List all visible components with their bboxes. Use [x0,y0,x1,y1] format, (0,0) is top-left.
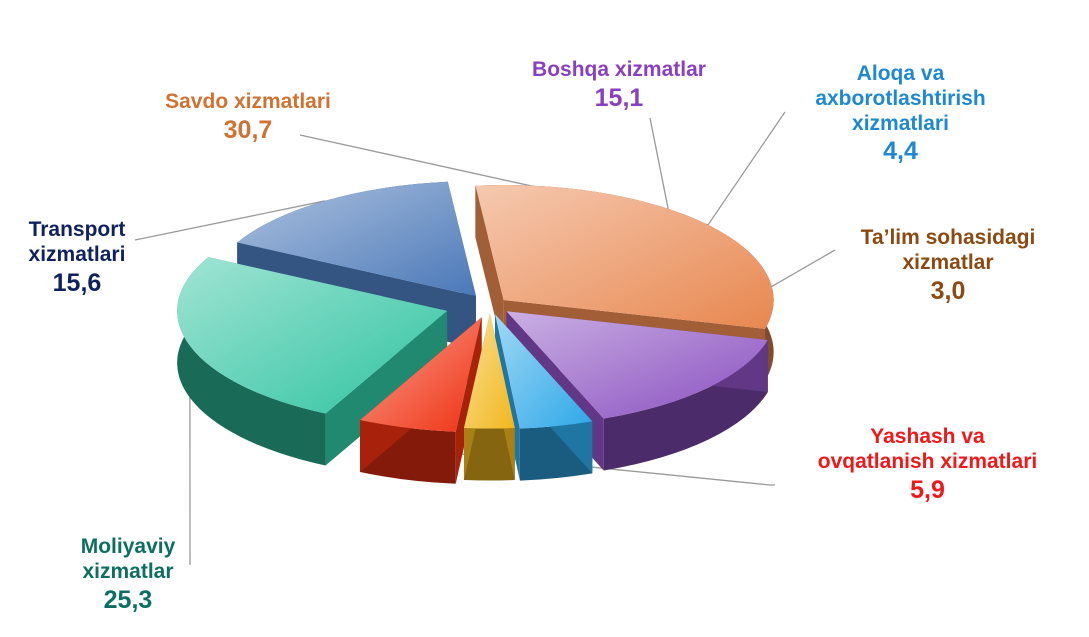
pie-slice-top [475,184,774,329]
pie-slice-top [463,313,515,429]
label-yashash-value: 5,9 [910,475,945,504]
pie-slice-side [463,427,515,481]
pie-slice-top [237,181,476,297]
label-moliyaviy: Moliyaviy xizmatlar 25,3 [28,535,228,615]
label-moliyaviy-value: 25,3 [103,585,153,614]
label-savdo: Savdo xizmatlari 30,7 [138,90,358,145]
label-savdo-name: Savdo xizmatlari [165,90,331,113]
pie-slice-tops [177,181,774,432]
label-aloqa-name: Aloqa va axborotlashtirish xizmatlari [815,62,986,135]
label-talim: Ta’lim sohasidagi xizmatlar 3,0 [833,226,1063,306]
label-yashash-name: Yashash va ovqatlanish xizmatlari [817,425,1038,473]
pie-slice-top [177,257,448,414]
label-aloqa: Aloqa va axborotlashtirish xizmatlari 4,… [778,62,1023,167]
label-boshqa-value: 15,1 [594,83,644,112]
label-talim-name: Ta’lim sohasidagi xizmatlar [860,226,1036,274]
pie-slice-top [360,317,482,432]
pie-slice-side [603,340,768,471]
pie-slice-side [177,257,326,466]
pie-slice-face [475,185,504,352]
leader-line [134,200,325,241]
label-moliyaviy-name: Moliyaviy xizmatlar [80,535,176,583]
label-savdo-value: 30,7 [223,115,273,144]
label-transport: Transport xizmatlari 15,6 [2,218,152,298]
label-yashash: Yashash va ovqatlanish xizmatlari 5,9 [785,425,1070,505]
label-boshqa: Boshqa xizmatlar 15,1 [504,58,734,113]
label-transport-value: 15,6 [52,268,102,297]
label-aloqa-value: 4,4 [883,137,918,166]
pie-slice-top [506,311,768,419]
label-transport-name: Transport xizmatlari [28,218,126,266]
label-boshqa-name: Boshqa xizmatlar [532,58,706,81]
label-talim-value: 3,0 [930,276,966,305]
pie-slice-top [495,314,593,429]
